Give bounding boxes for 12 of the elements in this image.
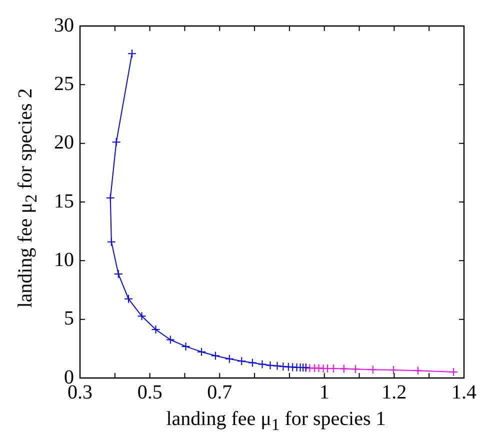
y-tick-label: 20 <box>54 132 74 154</box>
y-tick-label: 30 <box>54 14 74 36</box>
y-tick-label: 25 <box>54 72 74 95</box>
y-tick-label: 15 <box>54 190 74 212</box>
x-tick-label: 0.5 <box>137 381 162 404</box>
y-tick-label: 5 <box>64 308 74 330</box>
x-tick-label: 1 <box>319 381 330 404</box>
x-tick-label: 1.4 <box>452 381 476 404</box>
y-tick-label: 10 <box>54 248 74 271</box>
x-axis-title: landing fee μ$_{1}$ for species 1 <box>165 408 387 435</box>
x-tick-label: 0.7 <box>207 381 232 404</box>
x-tick-label: 1.2 <box>382 381 407 404</box>
